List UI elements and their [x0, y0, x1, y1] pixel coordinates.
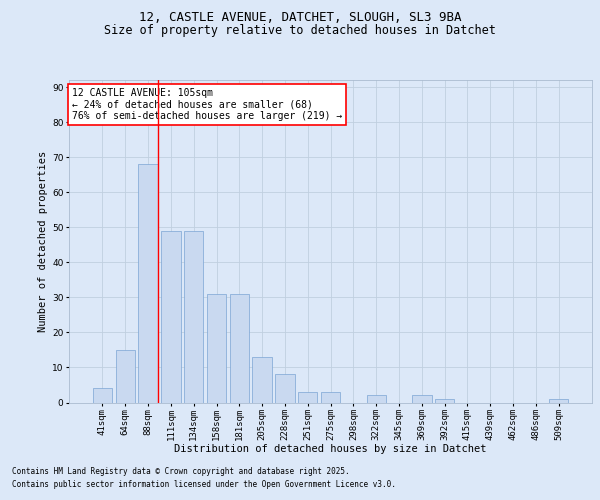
X-axis label: Distribution of detached houses by size in Datchet: Distribution of detached houses by size … [175, 444, 487, 454]
Bar [412, 396, 431, 402]
Text: Contains HM Land Registry data © Crown copyright and database right 2025.: Contains HM Land Registry data © Crown c… [12, 467, 350, 476]
Text: Contains public sector information licensed under the Open Government Licence v3: Contains public sector information licen… [12, 480, 396, 489]
Bar [321, 392, 340, 402]
Bar [230, 294, 249, 403]
Bar [435, 399, 454, 402]
Y-axis label: Number of detached properties: Number of detached properties [38, 150, 48, 332]
Text: Size of property relative to detached houses in Datchet: Size of property relative to detached ho… [104, 24, 496, 37]
Text: 12 CASTLE AVENUE: 105sqm
← 24% of detached houses are smaller (68)
76% of semi-d: 12 CASTLE AVENUE: 105sqm ← 24% of detach… [71, 88, 342, 122]
Bar [93, 388, 112, 402]
Bar [275, 374, 295, 402]
Bar [253, 357, 272, 403]
Bar [207, 294, 226, 403]
Bar [549, 399, 568, 402]
Bar [367, 396, 386, 402]
Bar [116, 350, 135, 403]
Text: 12, CASTLE AVENUE, DATCHET, SLOUGH, SL3 9BA: 12, CASTLE AVENUE, DATCHET, SLOUGH, SL3 … [139, 11, 461, 24]
Bar [298, 392, 317, 402]
Bar [184, 230, 203, 402]
Bar [139, 164, 158, 402]
Bar [161, 230, 181, 402]
